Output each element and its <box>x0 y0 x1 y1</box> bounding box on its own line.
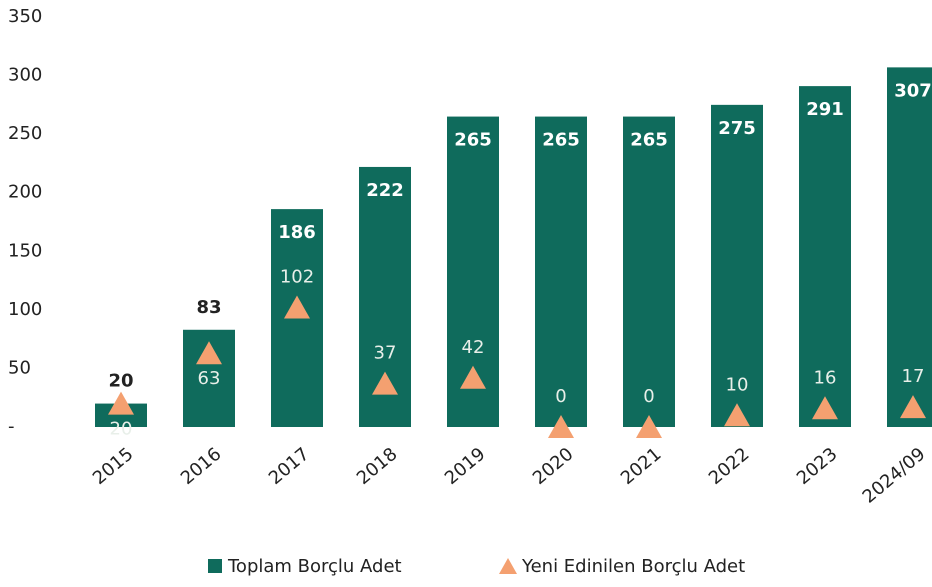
bar-value-label: 275 <box>718 118 756 139</box>
bar <box>95 403 147 427</box>
marker <box>636 415 662 438</box>
y-tick-label: 200 <box>8 182 42 203</box>
x-tick-label: 2015 <box>89 444 138 490</box>
bar <box>711 104 763 427</box>
legend-swatch <box>499 558 517 574</box>
x-tick-label: 2024/09 <box>859 444 930 508</box>
bar-value-label: 265 <box>630 130 668 151</box>
marker-value-label: 0 <box>643 386 654 407</box>
x-tick-label: 2017 <box>265 444 314 490</box>
marker-value-label: 20 <box>110 419 133 440</box>
y-tick-label: 100 <box>8 299 42 320</box>
y-tick-label: 300 <box>8 65 42 86</box>
marker <box>372 371 398 395</box>
marker-value-label: 42 <box>462 337 485 358</box>
y-tick-label: 50 <box>8 357 31 378</box>
marker-value-label: 0 <box>555 386 566 407</box>
bar-value-label: 265 <box>542 130 580 151</box>
bar-value-label: 83 <box>196 297 221 318</box>
y-tick-label: - <box>8 416 15 437</box>
bar-value-label: 265 <box>454 130 492 151</box>
x-tick-label: 2021 <box>617 444 666 490</box>
legend-label: Yeni Edinilen Borçlu Adet <box>521 556 745 577</box>
marker <box>724 403 750 427</box>
x-tick-label: 2016 <box>177 444 226 490</box>
x-tick-label: 2023 <box>793 444 842 490</box>
bar <box>887 67 932 427</box>
y-tick-label: 150 <box>8 240 42 261</box>
marker-value-label: 37 <box>374 343 397 364</box>
x-tick-label: 2019 <box>441 444 490 490</box>
marker-value-label: 17 <box>902 366 925 387</box>
bar-value-label: 291 <box>806 99 844 120</box>
y-tick-label: 250 <box>8 123 42 144</box>
marker-value-label: 16 <box>814 367 837 388</box>
bar-value-label: 307 <box>894 80 932 101</box>
bar <box>799 86 851 427</box>
marker <box>548 415 574 438</box>
marker <box>284 295 310 319</box>
bar <box>623 116 675 428</box>
legend-label: Toplam Borçlu Adet <box>227 556 402 577</box>
marker <box>108 391 134 415</box>
marker <box>812 396 838 420</box>
marker <box>196 341 222 365</box>
x-tick-label: 2022 <box>705 444 754 490</box>
x-tick-label: 2020 <box>529 444 578 490</box>
marker-value-label: 102 <box>280 267 314 288</box>
x-tick-label: 2018 <box>353 444 402 490</box>
bar-value-label: 20 <box>108 371 133 392</box>
bar <box>535 116 587 428</box>
bar-value-label: 222 <box>366 180 404 201</box>
y-tick-label: 350 <box>8 6 42 27</box>
bar-value-label: 186 <box>278 222 316 243</box>
marker <box>460 365 486 389</box>
marker <box>900 395 926 419</box>
marker-value-label: 10 <box>726 374 749 395</box>
marker-value-label: 63 <box>198 368 221 389</box>
legend-swatch <box>208 559 222 573</box>
